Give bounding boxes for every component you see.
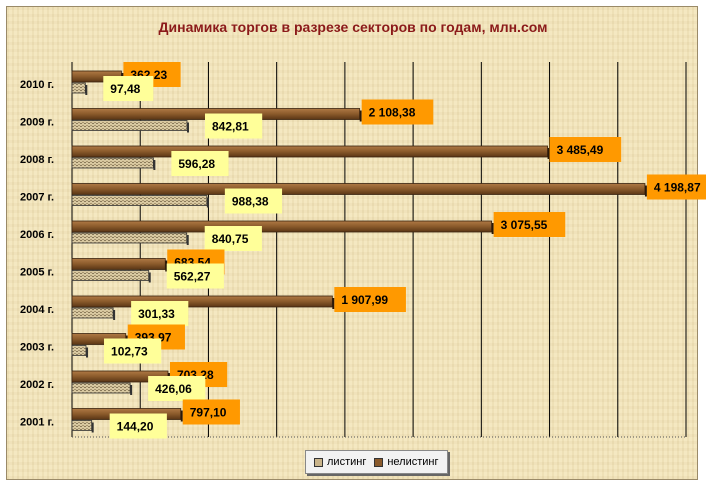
bar-nonlisting-shadow xyxy=(332,298,335,309)
label-nonlisting: 3 485,49 xyxy=(557,143,604,157)
bar-listing xyxy=(71,382,131,394)
bar-nonlisting-shadow xyxy=(359,110,362,122)
category-labels: 2010 г. 2009 г. 2008 г. 2007 г. 2006 г. 2005 … xyxy=(20,79,54,429)
category-label: 2002 г. xyxy=(20,379,54,391)
label-listing: 97,48 xyxy=(110,82,140,96)
legend-item-nonlisting: нелистинг xyxy=(374,456,439,468)
bar-nonlisting xyxy=(71,220,493,233)
bar-listing xyxy=(71,120,188,131)
label-nonlisting-bg xyxy=(182,399,240,425)
label-nonlisting: 4 198,87 xyxy=(654,181,701,195)
label-listing: 301,33 xyxy=(138,307,175,321)
bar-listing-shadow xyxy=(148,272,151,283)
label-listing-bg xyxy=(104,338,162,364)
bar-listing-shadow xyxy=(86,347,89,358)
label-listing-bg xyxy=(171,151,229,176)
category-label: 2006 г. xyxy=(20,229,54,241)
category-label: 2007 г. xyxy=(20,192,54,204)
label-listing-bg xyxy=(204,113,263,139)
label-listing: 144,20 xyxy=(117,420,154,434)
label-listing-bg xyxy=(166,263,224,289)
label-listing: 840,75 xyxy=(212,232,249,246)
label-listing-bg xyxy=(131,301,189,326)
category-label: 2003 г. xyxy=(20,342,54,354)
bar-listing-shadow xyxy=(130,385,133,395)
bar-listing-shadow xyxy=(85,85,88,95)
legend-swatch-listing xyxy=(314,457,323,467)
bar-nonlisting-shadow xyxy=(491,223,494,234)
bar-listing-shadow xyxy=(206,197,209,208)
bar-listing xyxy=(71,157,154,169)
bar-nonlisting xyxy=(71,145,548,158)
label-nonlisting-bg xyxy=(334,287,406,312)
label-listing-bg xyxy=(204,226,262,251)
bar-listing-shadow xyxy=(153,160,156,170)
legend-item-listing: листинг xyxy=(314,456,366,468)
label-nonlisting-bg xyxy=(646,174,706,200)
legend-label-listing: листинг xyxy=(327,456,367,468)
category-label: 2001 г. xyxy=(20,417,54,429)
label-nonlisting: 797,10 xyxy=(190,406,227,420)
bar-nonlisting xyxy=(71,258,166,270)
bar-nonlisting-shadow xyxy=(165,260,168,272)
label-listing-bg xyxy=(224,188,283,214)
label-listing-bg xyxy=(148,376,206,401)
label-nonlisting: 3 075,55 xyxy=(501,218,548,232)
bar-listing xyxy=(71,195,208,206)
label-listing: 562,27 xyxy=(174,270,211,284)
chart-title: Динамика торгов в разрезе секторов по го… xyxy=(158,19,548,35)
bar-nonlisting-shadow xyxy=(644,185,647,197)
label-nonlisting-bg xyxy=(549,137,622,162)
label-listing: 842,81 xyxy=(212,120,249,134)
bar-listing xyxy=(71,345,87,356)
label-listing: 426,06 xyxy=(155,382,192,396)
category-label: 2008 г. xyxy=(20,154,54,166)
bar-listing xyxy=(71,307,114,319)
category-label: 2009 г. xyxy=(20,117,54,129)
bar-listing xyxy=(71,82,86,94)
label-listing-bg xyxy=(103,76,154,101)
legend-label-nonlisting: нелистинг xyxy=(387,456,439,468)
bar-nonlisting xyxy=(71,295,333,308)
label-listing: 596,28 xyxy=(178,157,215,171)
label-nonlisting: 1 907,99 xyxy=(341,293,388,307)
bar-listing xyxy=(71,232,188,244)
bar-listing-shadow xyxy=(91,422,94,433)
category-label: 2005 г. xyxy=(20,267,54,279)
label-nonlisting-bg xyxy=(361,99,434,125)
bar-nonlisting-shadow xyxy=(547,148,550,159)
label-listing-bg xyxy=(109,413,167,439)
label-nonlisting: 2 108,38 xyxy=(369,106,416,120)
category-label: 2004 г. xyxy=(20,304,54,316)
bar-nonlisting-shadow xyxy=(180,410,183,422)
bar-listing xyxy=(71,270,150,281)
category-label: 2010 г. xyxy=(20,79,54,91)
bar-listing-shadow xyxy=(113,310,116,320)
bar-listing xyxy=(71,420,93,431)
bar-listing-shadow xyxy=(186,122,189,133)
legend: листинг нелистинг xyxy=(305,450,448,474)
label-listing: 988,38 xyxy=(232,195,269,209)
legend-swatch-nonlisting xyxy=(374,457,384,467)
bar-listing-shadow xyxy=(186,235,189,245)
label-listing: 102,73 xyxy=(111,345,148,359)
label-nonlisting-bg xyxy=(493,212,566,237)
bar-nonlisting xyxy=(71,183,646,195)
